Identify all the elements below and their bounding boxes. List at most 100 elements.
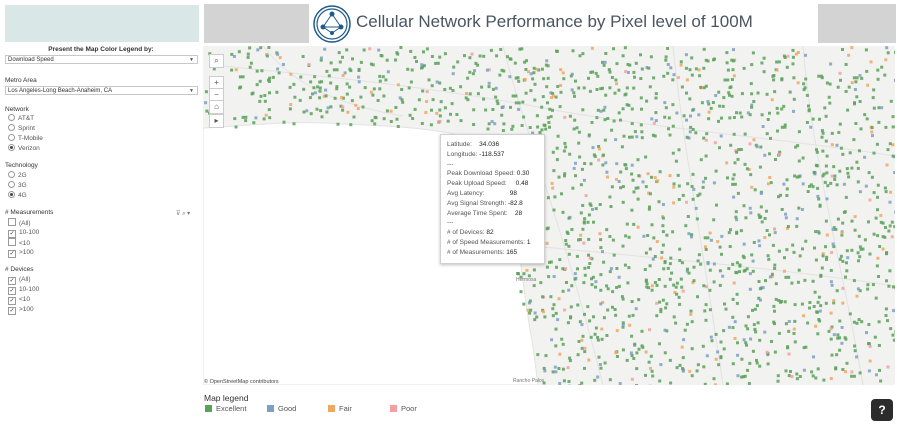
- legend-item-excellent[interactable]: Excellent: [205, 404, 246, 413]
- tooltip-label: Avg Signal Strength:: [447, 200, 507, 207]
- radio-technology-2g[interactable]: 2G: [8, 171, 27, 180]
- checkbox-label: <10: [19, 296, 31, 303]
- tooltip-row: # of Speed Measurements: 1: [447, 239, 530, 246]
- tooltip-separator: ---: [447, 219, 454, 226]
- legend-swatch: [390, 405, 397, 412]
- legend-item-good[interactable]: Good: [267, 404, 296, 413]
- radio-network-verizon[interactable]: Verizon: [8, 144, 40, 153]
- checkbox-devices-10-100[interactable]: ✓ 10-100: [8, 285, 40, 295]
- checkbox-checked-icon: ✓: [8, 287, 16, 295]
- chevron-down-icon: ▼: [189, 57, 194, 63]
- radio-icon: [8, 181, 15, 188]
- map-search-button[interactable]: ⌕: [209, 54, 224, 68]
- checkbox-checked-icon: ✓: [8, 230, 16, 238]
- checkbox-label: (All): [19, 276, 31, 283]
- tooltip-value: 98: [509, 190, 517, 197]
- zoom-in-icon: +: [214, 78, 219, 87]
- tooltip-label: Peak Upload Speed:: [447, 180, 507, 187]
- tooltip-label: # of Measurements:: [447, 249, 505, 256]
- tooltip-row: Peak Download Speed: 0.30: [447, 170, 529, 177]
- checkbox-devices-lt10[interactable]: ✓ <10: [8, 295, 31, 305]
- metro-area-label: Metro Area: [5, 77, 37, 84]
- coverage-map[interactable]: ⌕ + − ⌂ ▸ Hermosa Rancho Palos: [203, 46, 895, 385]
- checkbox-devices-gt100[interactable]: ✓ >100: [8, 305, 34, 315]
- checkbox-measurements-10-100[interactable]: ✓ 10-100: [8, 228, 40, 238]
- radio-network-att[interactable]: AT&T: [8, 114, 34, 123]
- radio-icon: [8, 171, 15, 178]
- pan-button[interactable]: ▸: [209, 114, 224, 128]
- tooltip-row: Avg Signal Strength: -82.8: [447, 200, 523, 207]
- checkbox-measurements-all[interactable]: (All): [8, 218, 31, 227]
- tooltip-row: Peak Upload Speed: 0.48: [447, 180, 528, 187]
- radio-network-sprint[interactable]: Sprint: [8, 124, 35, 133]
- tooltip-label: # of Speed Measurements:: [447, 239, 526, 246]
- tooltip-row: Longitude: -118.537: [447, 151, 504, 158]
- checkbox-label: (All): [19, 220, 31, 227]
- tooltip-value: 0.48: [515, 180, 529, 187]
- tooltip-label: Avg Latency:: [447, 190, 485, 197]
- chevron-down-icon: ▼: [189, 88, 194, 94]
- network-globe-icon: [313, 5, 351, 43]
- radio-label: 4G: [18, 192, 27, 199]
- tooltip-label: # of Devices:: [447, 229, 485, 236]
- help-icon[interactable]: ?: [871, 399, 893, 421]
- legend-label: Excellent: [216, 404, 247, 413]
- radio-technology-4g[interactable]: 4G: [8, 191, 27, 200]
- checkbox-label: 10-100: [19, 229, 40, 236]
- legend-label: Fair: [339, 404, 352, 413]
- checkbox-checked-icon: ✓: [8, 250, 16, 258]
- radio-label: 3G: [18, 182, 27, 189]
- page-title: Cellular Network Performance by Pixel le…: [356, 12, 753, 31]
- radio-technology-3g[interactable]: 3G: [8, 181, 27, 190]
- checkbox-label: 10-100: [19, 286, 40, 293]
- tooltip-value: 0.30: [516, 170, 530, 177]
- checkbox-label: <10: [19, 240, 31, 247]
- legend-by-dropdown[interactable]: Download Speed ▼: [5, 55, 198, 64]
- checkbox-label: >100: [19, 249, 34, 256]
- map-attribution[interactable]: © OpenStreetMap contributors: [204, 379, 279, 385]
- tooltip-value: 28: [514, 210, 523, 217]
- checkbox-label: >100: [19, 306, 34, 313]
- radio-label: Sprint: [18, 125, 35, 132]
- home-button[interactable]: ⌂: [209, 100, 224, 114]
- tooltip-row: Latitude: 34.036: [447, 141, 499, 148]
- legend-swatch: [328, 405, 335, 412]
- header-placeholder-right: [818, 4, 896, 43]
- chevron-down-icon[interactable]: ▾: [187, 211, 191, 217]
- zoom-out-icon: −: [214, 90, 219, 99]
- measurements-label: # Measurements: [5, 209, 54, 216]
- radio-label: AT&T: [18, 115, 35, 122]
- tooltip-label: Average Time Spent:: [447, 210, 508, 217]
- road-lines: [222, 46, 895, 385]
- filter-sidebar: Present the Map Color Legend by: Downloa…: [0, 44, 202, 384]
- map-canvas[interactable]: [203, 46, 895, 385]
- radio-selected-icon: [8, 191, 15, 198]
- radio-icon: [8, 124, 15, 131]
- metro-area-value: Los Angeles-Long Beach-Anaheim, CA: [8, 88, 113, 94]
- clear-filter-icon[interactable]: ⊽: [176, 211, 181, 217]
- radio-label: Verizon: [18, 145, 40, 152]
- radio-selected-icon: [8, 144, 15, 151]
- metro-area-dropdown[interactable]: Los Angeles-Long Beach-Anaheim, CA ▼: [5, 86, 198, 95]
- tooltip-label: Latitude:: [447, 141, 472, 148]
- checkbox-devices-all[interactable]: ✓ (All): [8, 275, 31, 285]
- checkbox-checked-icon: ✓: [8, 277, 16, 285]
- filter-tools[interactable]: ⊽ ⌕ ▾: [176, 210, 190, 218]
- map-tooltip: Latitude: 34.036 Longitude: -118.537 ---…: [440, 134, 545, 264]
- search-icon[interactable]: ⌕: [182, 211, 186, 217]
- radio-icon: [8, 134, 15, 141]
- legend-item-poor[interactable]: Poor: [390, 404, 417, 413]
- devices-label: # Devices: [5, 266, 34, 273]
- tooltip-row: Avg Latency: 98: [447, 190, 517, 197]
- tooltip-value: -82.8: [507, 200, 523, 207]
- tooltip-value: 34.036: [479, 141, 500, 148]
- checkbox-icon: [8, 218, 16, 226]
- place-label: Hermosa: [516, 277, 537, 283]
- tooltip-separator: ---: [447, 161, 454, 168]
- legend-swatch: [267, 405, 274, 412]
- checkbox-measurements-gt100[interactable]: ✓ >100: [8, 248, 34, 258]
- checkbox-measurements-lt10[interactable]: <10: [8, 238, 30, 247]
- legend-item-fair[interactable]: Fair: [328, 404, 352, 413]
- tooltip-value: 82: [486, 229, 494, 236]
- radio-network-tmobile[interactable]: T-Mobile: [8, 134, 43, 143]
